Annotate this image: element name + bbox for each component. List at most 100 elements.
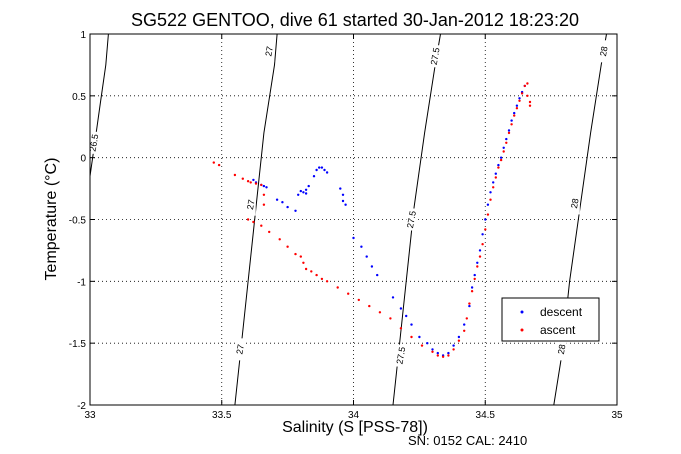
point-ascent-57 — [510, 123, 513, 126]
point-descent-10 — [299, 189, 302, 193]
isopycnal-label-bg-2-0 — [395, 344, 406, 367]
point-descent-46 — [476, 261, 479, 264]
point-descent-34 — [418, 335, 421, 339]
isopycnal-label-1-0: 27 — [234, 344, 246, 356]
point-ascent-23 — [325, 280, 329, 283]
point-ascent-26 — [357, 298, 360, 302]
point-ascent-35 — [441, 355, 445, 358]
point-descent-31 — [399, 307, 403, 310]
point-ascent-60 — [518, 99, 521, 103]
point-descent-45 — [473, 273, 476, 277]
point-descent-32 — [405, 314, 408, 318]
point-descent-50 — [486, 203, 490, 206]
y-tick-label-6: 1 — [80, 30, 86, 41]
point-ascent-32 — [420, 344, 424, 347]
y-tick-label-1: -1.5 — [69, 339, 87, 350]
legend: descent ascent — [501, 297, 600, 342]
isopycnal-label-bg-1-0 — [235, 338, 246, 361]
isopycnal-label-bg-3-0 — [556, 338, 567, 361]
point-ascent-13 — [268, 230, 271, 234]
isopycnal-label-3-0: 28 — [556, 344, 568, 356]
point-descent-3 — [262, 184, 266, 188]
isopycnal-label-3-1: 28 — [569, 198, 581, 210]
point-descent-52 — [492, 181, 495, 184]
chart-title: SG522 GENTOO, dive 61 started 30-Jan-201… — [131, 10, 579, 30]
point-descent-62 — [518, 97, 521, 100]
serial-calibration-footer: SN: 0152 CAL: 2410 — [408, 433, 527, 448]
point-ascent-36 — [447, 354, 450, 357]
point-ascent-3 — [241, 177, 244, 180]
point-ascent-33 — [431, 350, 434, 353]
point-ascent-11 — [252, 220, 255, 224]
point-descent-35 — [426, 342, 429, 345]
point-descent-37 — [436, 351, 439, 355]
point-descent-48 — [481, 233, 484, 236]
y-tick-label-3: -0.5 — [69, 216, 87, 227]
point-descent-42 — [463, 323, 466, 326]
point-descent-27 — [365, 255, 368, 258]
point-ascent-27 — [368, 304, 371, 308]
point-ascent-34 — [436, 354, 439, 357]
point-ascent-24 — [336, 286, 339, 289]
point-ascent-42 — [470, 290, 474, 293]
point-descent-9 — [297, 193, 300, 196]
point-descent-43 — [468, 304, 471, 308]
point-descent-11 — [302, 191, 305, 194]
point-descent-40 — [452, 344, 455, 347]
point-descent-58 — [507, 129, 511, 132]
point-descent-20 — [325, 171, 329, 174]
point-descent-28 — [370, 265, 374, 268]
isopycnal-label-bg-2-1 — [406, 208, 417, 231]
point-ascent-47 — [484, 228, 487, 231]
point-ascent-6 — [254, 182, 258, 185]
isopycnal-label-bg-3-1 — [569, 192, 580, 215]
x-tick-label-2: 34 — [348, 410, 360, 421]
point-descent-36 — [431, 348, 434, 351]
legend-descent-marker — [520, 310, 524, 314]
point-descent-29 — [376, 273, 379, 277]
point-ascent-21 — [315, 273, 318, 277]
point-ascent-63 — [526, 82, 529, 85]
point-descent-23 — [341, 199, 345, 203]
point-ascent-28 — [378, 311, 382, 314]
point-ascent-25 — [347, 292, 350, 295]
point-descent-30 — [391, 296, 395, 299]
point-ascent-2 — [233, 173, 237, 177]
y-tick-label-5: 0.5 — [72, 92, 86, 103]
point-descent-41 — [457, 335, 461, 339]
point-descent-0 — [252, 178, 255, 182]
x-tick-label-4: 35 — [611, 410, 623, 421]
point-descent-53 — [494, 172, 497, 175]
point-descent-19 — [323, 168, 326, 172]
point-ascent-45 — [478, 255, 482, 258]
point-descent-24 — [344, 203, 347, 206]
point-ascent-52 — [497, 166, 500, 169]
point-ascent-66 — [528, 104, 532, 107]
point-descent-56 — [502, 146, 505, 149]
isopycnal-lines: 26.5 27 27 27 27.5 27.5 27.5 28 28 28 — [88, 33, 610, 406]
point-descent-44 — [470, 286, 474, 289]
isopycnal-label-1-2: 27 — [263, 46, 275, 58]
point-ascent-1 — [217, 163, 221, 167]
point-ascent-22 — [320, 277, 324, 281]
point-ascent-62 — [523, 84, 526, 88]
point-ascent-7 — [260, 183, 263, 187]
x-tick-label-1: 33.5 — [212, 410, 232, 421]
legend-descent-label: descent — [540, 305, 583, 319]
point-descent-15 — [312, 175, 316, 178]
point-ascent-50 — [492, 186, 495, 189]
point-descent-33 — [410, 323, 413, 326]
point-descent-25 — [352, 236, 355, 240]
point-descent-5 — [275, 198, 279, 201]
point-ascent-61 — [520, 92, 524, 95]
point-ascent-46 — [481, 243, 484, 246]
point-descent-57 — [505, 137, 508, 141]
point-descent-18 — [320, 166, 324, 169]
point-descent-13 — [304, 188, 308, 191]
point-descent-12 — [304, 192, 308, 195]
point-ascent-29 — [389, 317, 392, 320]
point-ascent-54 — [502, 150, 505, 153]
isopycnal-label-bg-2-2 — [430, 45, 441, 68]
point-descent-7 — [286, 205, 289, 209]
